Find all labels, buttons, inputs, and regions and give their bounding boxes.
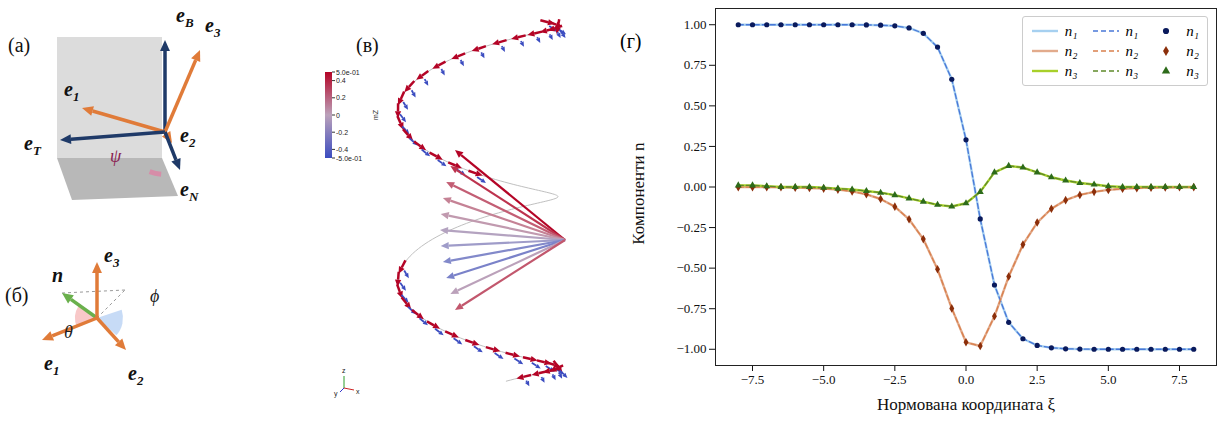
svg-text:eT: eT <box>24 132 42 158</box>
svg-text:0.0: 0.0 <box>958 372 974 387</box>
svg-text:eB: eB <box>176 4 194 30</box>
html-text:n₃: n₃ <box>1186 62 1199 79</box>
svg-text:θ: θ <box>64 322 73 342</box>
svg-text:5.0: 5.0 <box>1100 372 1116 387</box>
svg-text:−7.5: −7.5 <box>741 372 765 387</box>
svg-text:Нормована координата ξ: Нормована координата ξ <box>877 395 1056 414</box>
html-text:n₁: n₁ <box>1125 22 1139 39</box>
svg-text:Компоненти n⃗: Компоненти n⃗ <box>629 129 648 244</box>
svg-text:−0.75: −0.75 <box>676 301 706 316</box>
svg-text:0.50: 0.50 <box>684 98 707 113</box>
svg-text:−0.25: −0.25 <box>676 220 706 235</box>
svg-text:0.25: 0.25 <box>684 139 707 154</box>
svg-text:e1: e1 <box>64 78 79 104</box>
svg-text:e3: e3 <box>104 244 120 270</box>
html-text:n₂: n₂ <box>1064 42 1078 59</box>
svg-text:0: 0 <box>336 112 340 119</box>
svg-text:e3: e3 <box>205 14 221 40</box>
html-text:n₁: n₁ <box>1064 22 1078 39</box>
svg-text:0.2: 0.2 <box>336 94 346 101</box>
html-text:n₁: n₁ <box>1186 22 1199 39</box>
svg-text:0.75: 0.75 <box>684 57 707 72</box>
svg-text:−1.00: −1.00 <box>676 341 706 356</box>
svg-text:−5.0: −5.0 <box>812 372 836 387</box>
html-text:n₂: n₂ <box>1125 42 1139 59</box>
svg-text:ϕ: ϕ <box>150 286 159 306</box>
html-text:(г): (г) <box>620 30 642 52</box>
svg-text:0.4: 0.4 <box>336 77 346 84</box>
svg-text:-0.2: -0.2 <box>336 129 348 136</box>
svg-text:ψ: ψ <box>110 146 122 166</box>
svg-text:(в): (в) <box>356 34 379 57</box>
svg-text:eN: eN <box>180 178 199 204</box>
svg-text:e1: e1 <box>44 352 59 378</box>
svg-text:7.5: 7.5 <box>1171 372 1187 387</box>
html-text:n₃: n₃ <box>1125 62 1139 79</box>
svg-text:-0.4: -0.4 <box>336 146 348 153</box>
svg-text:y: y <box>334 390 338 398</box>
svg-text:0.00: 0.00 <box>684 179 707 194</box>
svg-text:-5.0e-01: -5.0e-01 <box>336 155 362 162</box>
svg-text:(а): (а) <box>8 34 30 57</box>
html-text:n₂: n₂ <box>1186 42 1199 59</box>
html-text:n₃: n₃ <box>1064 62 1078 79</box>
svg-text:−0.50: −0.50 <box>676 260 706 275</box>
svg-text:5.0e-01: 5.0e-01 <box>336 69 360 76</box>
svg-text:e2: e2 <box>180 124 196 150</box>
svg-text:z: z <box>342 367 346 374</box>
svg-text:e2: e2 <box>128 362 144 388</box>
svg-text:n: n <box>52 264 63 286</box>
svg-text:mZ: mZ <box>372 109 379 120</box>
svg-text:−2.5: −2.5 <box>883 372 907 387</box>
svg-text:x: x <box>356 388 360 395</box>
svg-text:2.5: 2.5 <box>1029 372 1045 387</box>
svg-text:1.00: 1.00 <box>684 17 707 32</box>
svg-text:(б): (б) <box>5 284 29 307</box>
